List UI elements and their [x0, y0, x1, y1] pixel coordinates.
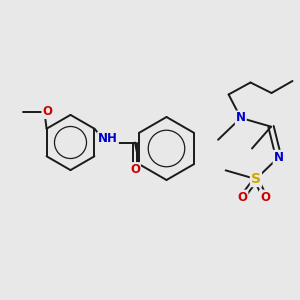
- Text: N: N: [236, 111, 246, 124]
- Text: S: S: [251, 172, 261, 186]
- Text: NH: NH: [98, 132, 118, 146]
- Text: O: O: [237, 190, 248, 204]
- Text: N: N: [274, 151, 284, 164]
- Text: O: O: [42, 105, 52, 118]
- Text: O: O: [260, 190, 270, 204]
- Text: O: O: [130, 163, 140, 176]
